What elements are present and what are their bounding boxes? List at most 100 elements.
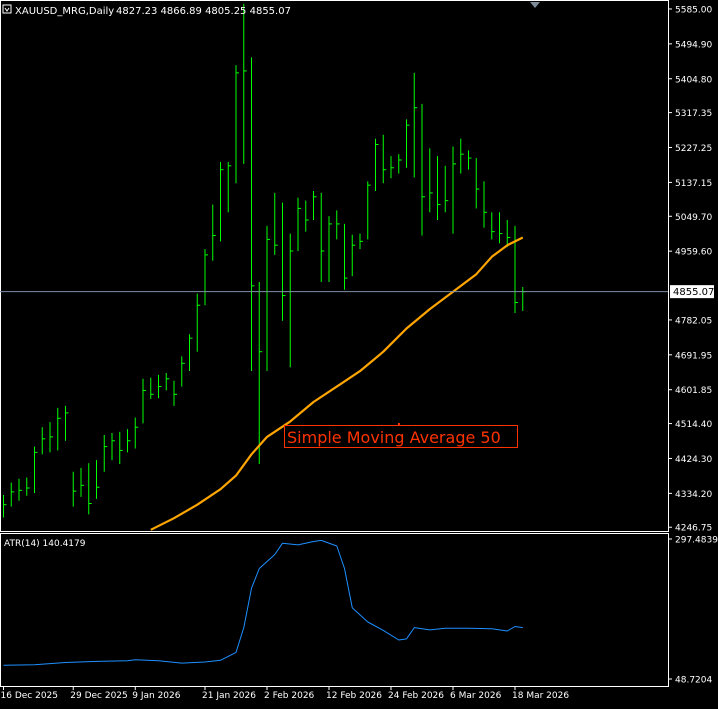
- ohlc-bar: [506, 220, 511, 248]
- ohlc-bar: [444, 165, 449, 213]
- ohlc-bar: [413, 72, 418, 178]
- price-tick-label: 5494.90: [675, 40, 712, 50]
- price-tick-label: 5049.70: [675, 213, 712, 223]
- ohlc-bar: [336, 210, 340, 240]
- ohlc-bar: [150, 377, 154, 399]
- ohlc-bar: [475, 158, 480, 209]
- ohlc-bar: [119, 431, 123, 465]
- ohlc-bar: [282, 202, 286, 321]
- ohlc-bar: [351, 234, 356, 277]
- ohlc-bar: [3, 494, 7, 518]
- ohlc-bar: [196, 293, 201, 352]
- price-tick-label: 5404.80: [675, 75, 712, 85]
- ohlc-bar: [289, 233, 294, 368]
- symbol-label: XAUUSD_MRG,Daily: [15, 6, 114, 17]
- ohlc-bar: [57, 407, 61, 451]
- ohlc-bar: [437, 156, 441, 221]
- atr-line: [3, 539, 523, 666]
- atr-layer: [3, 539, 523, 666]
- symbol-icon[interactable]: [2, 4, 12, 14]
- ohlc-bar: [18, 478, 22, 501]
- chart-shift-marker-icon[interactable]: [530, 2, 540, 8]
- time-tick-label: 6 Mar 2026: [450, 691, 502, 701]
- time-tick-label: 21 Jan 2026: [202, 691, 256, 701]
- ohlc-bar: [189, 334, 193, 372]
- ohlc-bar: [258, 281, 263, 465]
- ohlc-bar: [158, 374, 162, 399]
- ohlc-bar: [10, 482, 15, 507]
- ohlc-bar: [96, 460, 100, 499]
- ohlc-bar: [127, 429, 131, 453]
- time-tick-label: 2 Feb 2026: [264, 691, 315, 701]
- time-tick-label: 29 Dec 2025: [70, 691, 128, 701]
- current-price-tag: [670, 285, 714, 299]
- atr-indicator-title: ATR(14) 140.4179: [4, 539, 86, 549]
- price-tick-label: 4514.40: [675, 420, 712, 430]
- ohlc-bar: [181, 356, 185, 387]
- time-tick-label: 9 Jan 2026: [132, 691, 180, 701]
- price-tick-label: 4959.60: [675, 248, 712, 258]
- ohlc-bar: [491, 212, 495, 240]
- price-tick-label: 5317.35: [675, 109, 712, 119]
- ohlc-readout: 4827.23 4866.89 4805.25 4855.07: [116, 6, 291, 17]
- ohlc-bar: [344, 223, 348, 290]
- ohlc-bar: [103, 434, 108, 472]
- ohlc-bar: [367, 181, 371, 240]
- ohlc-bar: [134, 417, 139, 449]
- atr-panel-frame: [0, 533, 669, 687]
- ohlc-bar: [204, 249, 208, 306]
- time-tick-label: 12 Feb 2026: [326, 691, 382, 701]
- ohlc-bar: [235, 65, 239, 184]
- ohlc-bar: [406, 119, 410, 168]
- ohlc-bar: [483, 181, 487, 228]
- ohlc-bar: [212, 204, 216, 261]
- price-tick-label: 5585.00: [675, 5, 712, 15]
- ohlc-bar: [375, 138, 379, 191]
- time-tick-label: 24 Feb 2026: [388, 691, 444, 701]
- ohlc-bar: [359, 233, 363, 250]
- ohlc-bar: [72, 471, 77, 507]
- ohlc-bar: [142, 378, 146, 424]
- annotation-anchor-dot: [398, 423, 400, 425]
- price-tick-label: 5137.15: [675, 179, 712, 189]
- ohlc-bar: [460, 138, 464, 174]
- ohlc-bar: [452, 146, 456, 234]
- ohlc-bar: [421, 103, 425, 236]
- ohlc-bar: [220, 161, 224, 242]
- ohlc-bar: [313, 190, 317, 221]
- sma-annotation-text: Simple Moving Average 50: [287, 428, 501, 447]
- ohlc-bar: [41, 427, 46, 455]
- sma-annotation[interactable]: Simple Moving Average 50: [284, 425, 518, 448]
- price-tick-label: 4782.05: [675, 316, 712, 326]
- ohlc-bar: [297, 197, 301, 252]
- ohlc-bar: [266, 225, 270, 372]
- ohlc-bar: [251, 57, 255, 372]
- time-tick-label: 16 Dec 2025: [1, 691, 59, 701]
- price-panel-frame: [0, 0, 669, 532]
- price-axis: 5585.00 5494.90 5404.80 5317.35 5227.25 5137.…: [668, 5, 712, 534]
- ohlc-bar: [173, 380, 177, 406]
- sma-annotation-box: [284, 425, 518, 448]
- sma-layer: [150, 236, 524, 531]
- ohlc-bar: [65, 405, 69, 441]
- ohlc-bar: [111, 433, 115, 461]
- ohlc-bar: [328, 216, 332, 282]
- price-tick-label: 4424.30: [675, 455, 712, 465]
- ohlc-bar: [243, 3, 247, 164]
- current-price-label: 4855.07: [673, 287, 714, 298]
- ohlc-bar: [26, 477, 30, 496]
- price-tick-label: 5227.25: [675, 144, 712, 154]
- ohlc-bar: [88, 463, 92, 515]
- time-axis: 16 Dec 2025 29 Dec 2025 9 Jan 2026 21 Jan 2…: [1, 686, 569, 701]
- ohlc-bar: [499, 212, 503, 244]
- atr-axis: 297.4839 48.7204: [668, 536, 718, 686]
- price-tick-label: 4246.75: [675, 524, 712, 534]
- ohlc-bar: [165, 372, 170, 391]
- ohlc-bar: [274, 192, 278, 255]
- ohlc-bar: [468, 150, 472, 170]
- chevron-down-icon: [4, 7, 10, 12]
- ohlc-bar: [382, 134, 387, 184]
